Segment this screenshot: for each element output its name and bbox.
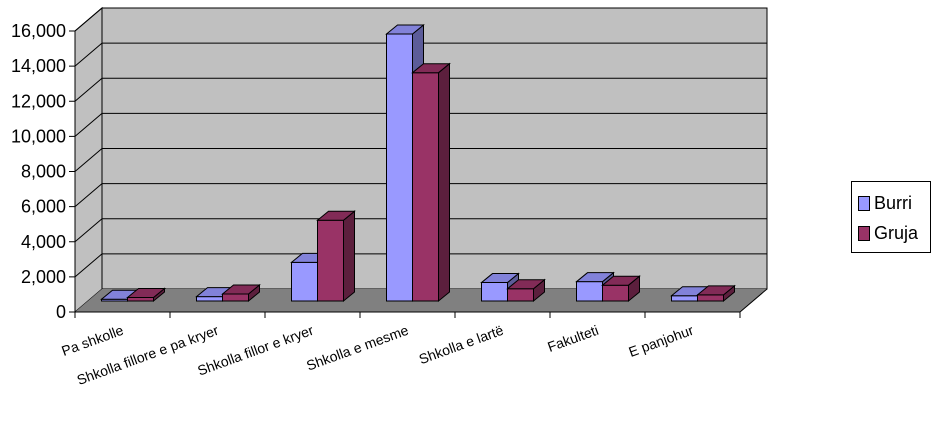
gridline [74,253,767,278]
x-tick-label: Pa shkolle [59,322,125,359]
bar-front [291,261,318,302]
bar-top [411,63,451,74]
bar-top [221,284,261,295]
bar-top [126,287,166,298]
bar-front [317,219,344,302]
legend-item-gruja: Gruja [858,220,918,246]
bar-gruja [506,278,546,303]
bar-front [697,294,724,302]
y-tick-label: 14,000 [11,56,66,76]
gridline [74,112,767,137]
x-tick-label: E panjohur [626,322,695,360]
y-tick-label: 10,000 [11,126,66,146]
bar-top [696,285,736,296]
y-tick-label: 12,000 [11,91,66,111]
bar-gruja [316,210,356,303]
bar-gruja [411,62,451,303]
legend: Burri Gruja [851,181,931,253]
bar-top [575,272,615,283]
gridline [74,218,767,243]
legend-label-burri: Burri [874,192,913,213]
y-tick-label: 8,000 [21,162,66,182]
bar-front [576,281,603,302]
y-tick-label: 6,000 [21,197,66,217]
bar-top [480,273,520,284]
bar-side [438,62,450,303]
bar-top [601,275,641,286]
bar-front [412,72,439,302]
gridline [74,7,767,32]
bar-gruja [126,287,166,303]
y-tick-label: 0 [56,302,66,322]
bar-front [196,296,223,302]
x-tick-label: Shkolla e mesme [304,322,411,374]
y-tick-label: 4,000 [21,232,66,252]
legend-item-burri: Burri [858,190,912,216]
x-tick-label: Shkolla e lartë [417,322,506,367]
bar-front [602,284,629,302]
gridline [74,42,767,67]
bar-front [671,295,698,302]
bar-front [481,282,508,302]
gridline [74,77,767,102]
y-tick-label: 16,000 [11,21,66,41]
bar-front [507,288,534,302]
bar-front [222,293,249,302]
gridline [74,183,767,208]
floor-edge [739,288,768,313]
bar-front [127,296,154,302]
bar-front [386,33,413,302]
bar-gruja [601,275,641,303]
gridline [74,148,767,172]
y-tick-label: 2,000 [21,267,66,287]
legend-swatch-burri [858,195,870,211]
bar-top [316,210,356,221]
x-tick-label: Fakulteti [545,322,600,355]
legend-swatch-gruja [858,225,870,241]
bar-side [343,210,355,303]
bar-top [506,279,546,290]
legend-label-gruja: Gruja [874,222,919,243]
bar-top [385,24,425,35]
bar-gruja [696,284,736,303]
bar-gruja [221,283,261,303]
